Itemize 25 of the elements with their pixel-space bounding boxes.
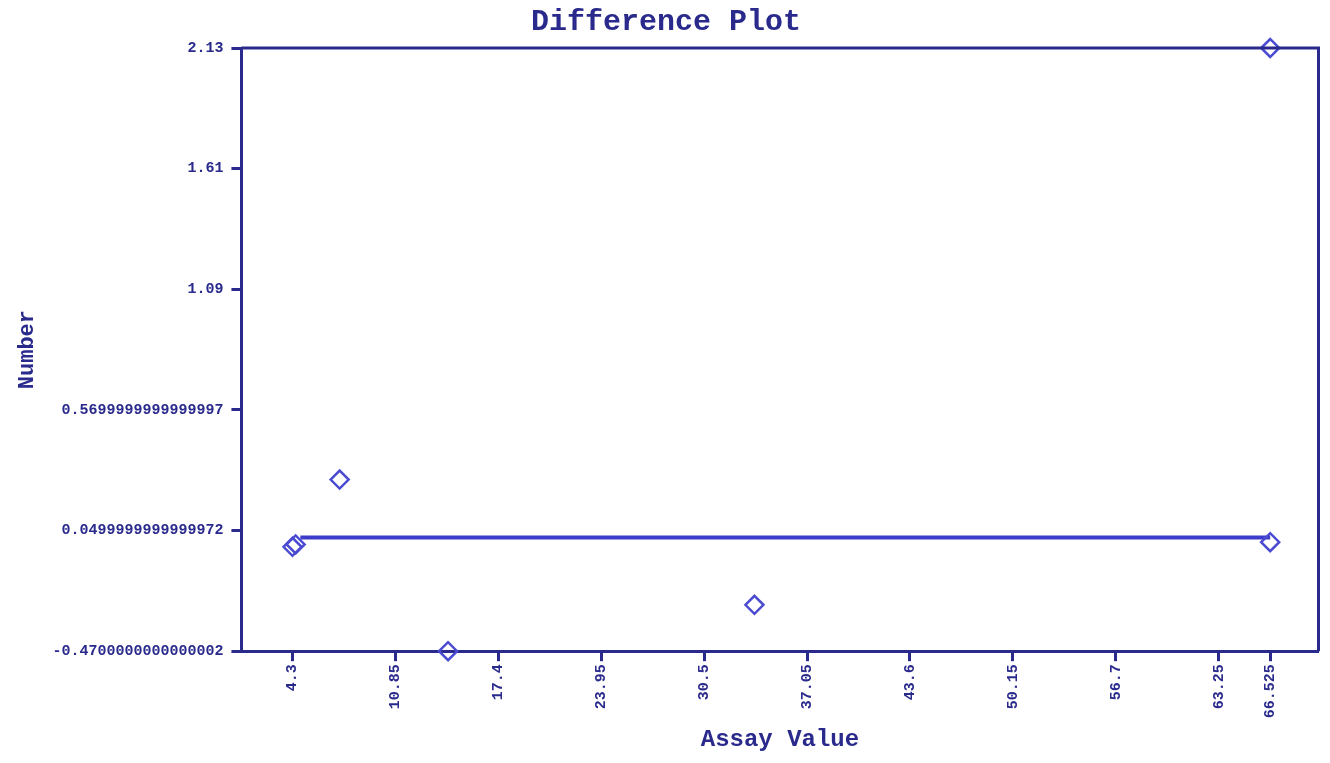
x-tick-label: 43.6: [901, 664, 919, 701]
x-tick-label: 37.05: [798, 664, 816, 710]
point: [1259, 37, 1281, 59]
point: [1259, 531, 1281, 553]
y-tick-label: 1.61: [187, 160, 224, 178]
point: [744, 594, 765, 616]
x-tick-label: 30.5: [695, 664, 713, 701]
x-tick-label: 23.95: [593, 664, 611, 710]
x-tick-label: 63.25: [1210, 664, 1228, 710]
x-axis-title: Assay Value: [700, 725, 860, 753]
x-tick-label: 17.4: [490, 664, 508, 701]
y-tick-label: 0.5699999999999997: [61, 401, 224, 419]
point: [329, 469, 350, 490]
y-tick-label: 1.09: [187, 281, 224, 299]
point: [437, 640, 459, 662]
x-tick-label: 56.7: [1107, 664, 1125, 701]
x-tick-label: 4.3: [284, 664, 302, 692]
x-tick-label: 50.15: [1004, 664, 1022, 710]
chart-title: Difference Plot: [530, 4, 802, 39]
x-tick-label: 10.85: [387, 664, 405, 710]
x-tick-label: 66.525: [1261, 664, 1279, 719]
y-tick-label: 2.13: [187, 39, 224, 57]
y-axis-title: Number: [14, 309, 40, 390]
y-tick-label: -0.4700000000000002: [52, 642, 224, 660]
y-tick-label: 0.0499999999999972: [61, 522, 224, 540]
